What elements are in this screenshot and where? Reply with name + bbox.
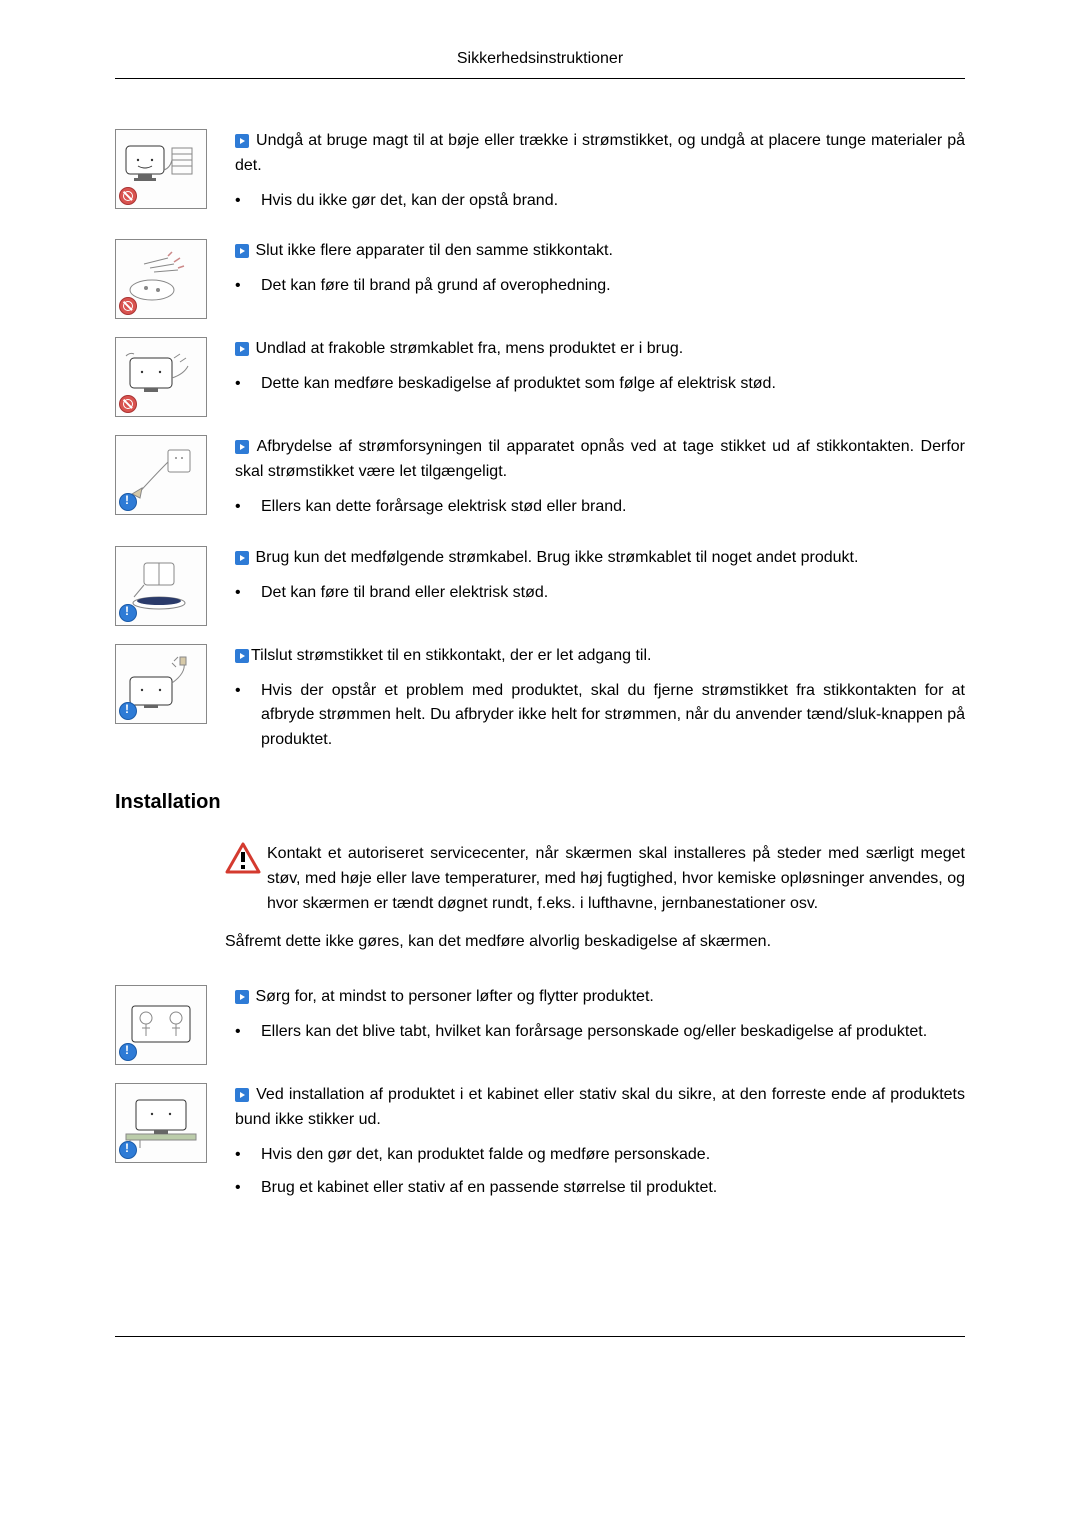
instruction-lead: Brug kun det medfølgende strømkabel. Bru… xyxy=(235,546,965,571)
illustration xyxy=(115,435,215,515)
lead-text: Sørg for, at mindst to personer løfter o… xyxy=(255,988,653,1005)
illustration xyxy=(115,985,215,1065)
info-badge-icon xyxy=(119,1141,137,1159)
use-supplied-cable-icon xyxy=(124,557,198,613)
bullet-mark: • xyxy=(235,1143,261,1168)
bullet-text: Det kan føre til brand eller elektrisk s… xyxy=(261,581,965,606)
instruction-lead: Undlad at frakoble strømkablet fra, mens… xyxy=(235,337,965,362)
bullet-text: Dette kan medføre beskadigelse af produk… xyxy=(261,372,965,397)
instruction-row: Tilslut strømstikket til en stikkontakt,… xyxy=(115,644,965,761)
prohibit-badge-icon xyxy=(119,187,137,205)
lead-text: Brug kun det medfølgende strømkabel. Bru… xyxy=(255,549,858,566)
bullet-mark: • xyxy=(235,679,261,753)
info-badge-icon xyxy=(119,702,137,720)
bullet-mark: • xyxy=(235,372,261,397)
instruction-lead: Ved installation af produktet i et kabin… xyxy=(235,1083,965,1133)
arrow-icon xyxy=(235,244,249,258)
instruction-row: Brug kun det medfølgende strømkabel. Bru… xyxy=(115,546,965,626)
bullet-mark: • xyxy=(235,1020,261,1045)
accessible-outlet-icon xyxy=(124,655,198,711)
lead-text: Slut ikke flere apparater til den samme … xyxy=(255,242,613,259)
bullet-item: • Brug et kabinet eller stativ af en pas… xyxy=(235,1176,965,1201)
illustration xyxy=(115,239,215,319)
instruction-lead: Slut ikke flere apparater til den samme … xyxy=(235,239,965,264)
illustration xyxy=(115,1083,215,1163)
bullet-item: • Ellers kan dette forårsage elektrisk s… xyxy=(235,495,965,520)
bullet-mark: • xyxy=(235,495,261,520)
bullet-item: • Dette kan medføre beskadigelse af prod… xyxy=(235,372,965,397)
warning-block: Kontakt et autoriseret servicecenter, nå… xyxy=(225,842,965,916)
cabinet-overhang-icon xyxy=(124,1094,198,1150)
bullet-mark: • xyxy=(235,189,261,214)
instruction-row: Sørg for, at mindst to personer løfter o… xyxy=(115,985,965,1065)
arrow-icon xyxy=(235,551,249,565)
illustration xyxy=(115,337,215,417)
bullet-item: • Det kan føre til brand eller elektrisk… xyxy=(235,581,965,606)
accessible-plug-icon xyxy=(124,446,198,502)
info-badge-icon xyxy=(119,604,137,622)
bullet-item: • Det kan føre til brand på grund af ove… xyxy=(235,274,965,299)
prohibit-badge-icon xyxy=(119,395,137,413)
prohibit-badge-icon xyxy=(119,297,137,315)
lead-text: Ved installation af produktet i et kabin… xyxy=(235,1086,965,1128)
bullet-item: • Ellers kan det blive tabt, hvilket kan… xyxy=(235,1020,965,1045)
illustration xyxy=(115,129,215,209)
illustration xyxy=(115,644,215,724)
arrow-icon xyxy=(235,990,249,1004)
page-header: Sikkerhedsinstruktioner xyxy=(115,50,965,79)
footer-rule xyxy=(115,1336,965,1337)
instruction-lead: Sørg for, at mindst to personer løfter o… xyxy=(235,985,965,1010)
warning-text: Kontakt et autoriseret servicecenter, nå… xyxy=(267,842,965,916)
multi-plug-icon xyxy=(124,250,198,306)
bullet-item: • Hvis der opstår et problem med produkt… xyxy=(235,679,965,753)
lead-text: Undlad at frakoble strømkablet fra, mens… xyxy=(255,340,683,357)
arrow-icon xyxy=(235,342,249,356)
info-badge-icon xyxy=(119,493,137,511)
warning-triangle-icon xyxy=(225,842,267,885)
bullet-text: Brug et kabinet eller stativ af en passe… xyxy=(261,1176,965,1201)
instruction-row: Undlad at frakoble strømkablet fra, mens… xyxy=(115,337,965,417)
lead-text: Undgå at bruge magt til at bøje eller tr… xyxy=(235,132,965,174)
instruction-row: Slut ikke flere apparater til den samme … xyxy=(115,239,965,319)
bullet-mark: • xyxy=(235,274,261,299)
instruction-row: Ved installation af produktet i et kabin… xyxy=(115,1083,965,1208)
section-heading: Installation xyxy=(115,791,965,814)
arrow-icon xyxy=(235,1088,249,1102)
illustration xyxy=(115,546,215,626)
instruction-lead: Afbrydelse af strømforsyningen til appar… xyxy=(235,435,965,485)
bullet-text: Ellers kan det blive tabt, hvilket kan f… xyxy=(261,1020,965,1045)
bullet-text: Hvis den gør det, kan produktet falde og… xyxy=(261,1143,965,1168)
warning-text-2: Såfremt dette ikke gøres, kan det medfør… xyxy=(225,930,965,955)
unplug-in-use-icon xyxy=(124,348,198,404)
instruction-row: Undgå at bruge magt til at bøje eller tr… xyxy=(115,129,965,221)
instruction-lead: Undgå at bruge magt til at bøje eller tr… xyxy=(235,129,965,179)
arrow-icon xyxy=(235,649,249,663)
instruction-lead: Tilslut strømstikket til en stikkontakt,… xyxy=(235,644,965,669)
lead-text: Tilslut strømstikket til en stikkontakt,… xyxy=(251,647,651,664)
arrow-icon xyxy=(235,134,249,148)
two-person-lift-icon xyxy=(124,996,198,1052)
bullet-text: Hvis du ikke gør det, kan der opstå bran… xyxy=(261,189,965,214)
bullet-item: • Hvis den gør det, kan produktet falde … xyxy=(235,1143,965,1168)
plug-bend-icon xyxy=(124,140,198,196)
bullet-item: • Hvis du ikke gør det, kan der opstå br… xyxy=(235,189,965,214)
lead-text: Afbrydelse af strømforsyningen til appar… xyxy=(235,438,965,480)
info-badge-icon xyxy=(119,1043,137,1061)
bullet-text: Ellers kan dette forårsage elektrisk stø… xyxy=(261,495,965,520)
header-title: Sikkerhedsinstruktioner xyxy=(457,50,623,67)
bullet-mark: • xyxy=(235,581,261,606)
bullet-mark: • xyxy=(235,1176,261,1201)
bullet-text: Hvis der opstår et problem med produktet… xyxy=(261,679,965,753)
instruction-row: Afbrydelse af strømforsyningen til appar… xyxy=(115,435,965,527)
bullet-text: Det kan føre til brand på grund af overo… xyxy=(261,274,965,299)
arrow-icon xyxy=(235,440,249,454)
